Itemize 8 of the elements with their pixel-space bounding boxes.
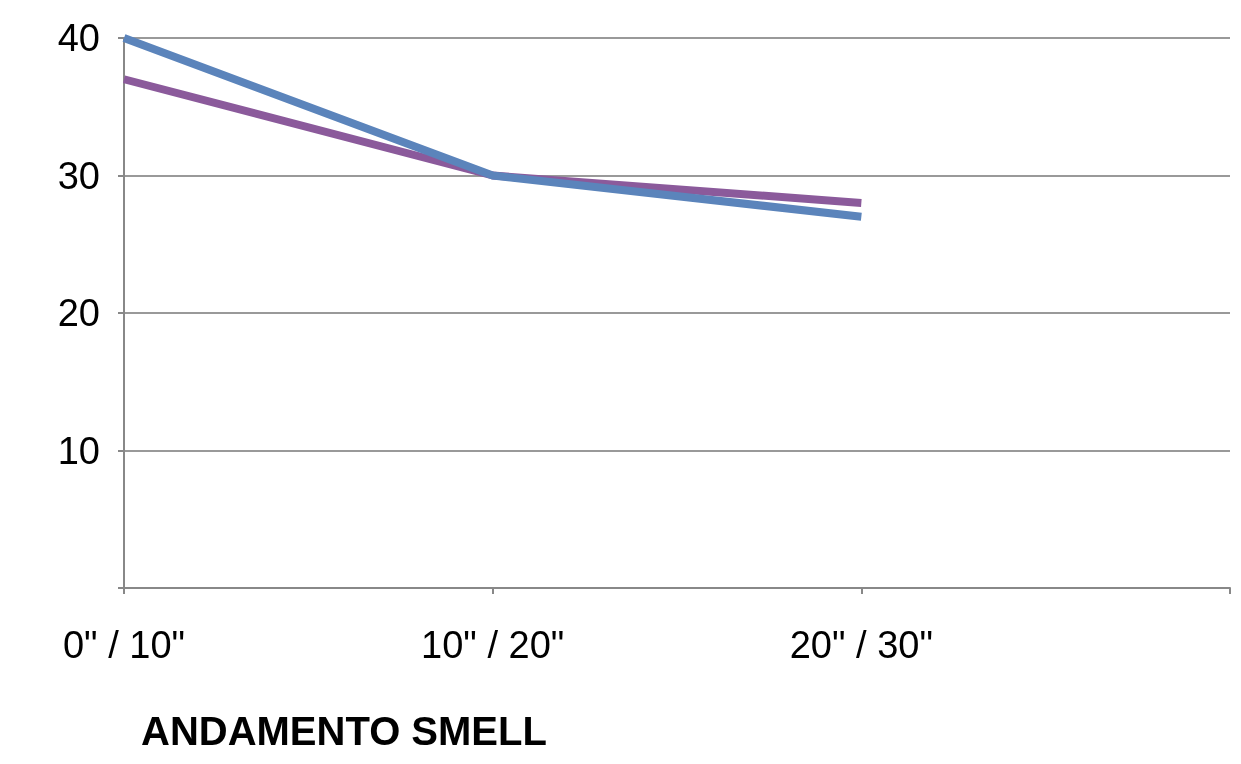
y-tick-label: 40: [57, 17, 100, 59]
x-tick-label: 10" / 20": [421, 624, 565, 666]
text: ANDAMENTO SMELL: [141, 709, 547, 753]
x-tick-label: 0" / 10": [62, 624, 186, 666]
y-tick-label: 20: [57, 292, 100, 334]
x-tick-label: 20" / 30": [789, 624, 933, 666]
y-tick-label: 10: [57, 429, 100, 472]
y-tick-label: 30: [57, 154, 100, 197]
